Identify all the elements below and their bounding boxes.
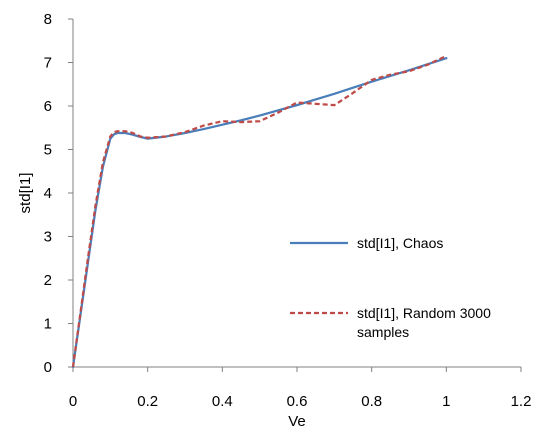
- y-tick-label: 6: [44, 98, 52, 115]
- x-tick-label: 1: [442, 393, 450, 410]
- x-axis: 0 0.2 0.4 0.6 0.8 1 1.2: [69, 366, 532, 410]
- series-line-random: [71, 54, 447, 368]
- legend-label-chaos: std[I1], Chaos: [357, 235, 443, 251]
- series-layer: [71, 54, 448, 369]
- x-tick-label: 0.6: [287, 393, 308, 410]
- y-tick-label: 3: [44, 229, 52, 246]
- y-tick-label: 4: [44, 185, 52, 202]
- legend-label-random: std[I1], Random 3000 samples: [357, 305, 491, 340]
- x-tick-label: 1.2: [511, 393, 532, 410]
- y-tick-label: 5: [44, 142, 52, 159]
- y-axis: 0 1 2 3 4 5 6 7 8: [44, 11, 74, 376]
- y-tick-label: 0: [44, 359, 52, 376]
- y-tick-label: 2: [44, 272, 52, 289]
- x-tick-label: 0: [69, 393, 77, 410]
- legend: std[I1], Chaos std[I1], Random 3000 sampl…: [290, 235, 491, 340]
- y-tick-label: 7: [44, 55, 52, 72]
- x-tick-label: 0.4: [212, 393, 233, 410]
- x-tick-label: 0.2: [137, 393, 158, 410]
- y-tick-label: 8: [44, 11, 52, 28]
- y-axis-title: std[I1]: [17, 173, 34, 214]
- x-axis-title: Ve: [288, 413, 306, 430]
- x-tick-label: 0.8: [361, 393, 382, 410]
- y-tick-label: 1: [44, 316, 52, 333]
